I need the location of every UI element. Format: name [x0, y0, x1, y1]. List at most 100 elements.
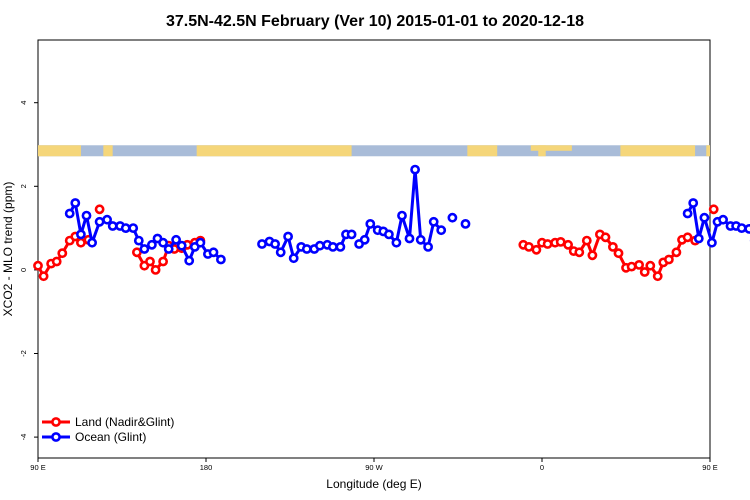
data-point: [145, 256, 155, 267]
data-point: [707, 237, 717, 248]
x-axis: 90 E 180 90 W 0 90 E: [30, 458, 718, 472]
y-tick-label: 2: [19, 184, 28, 188]
data-point: [51, 256, 62, 267]
legend-swatch-marker: [51, 417, 61, 427]
data-point: [671, 247, 682, 258]
x-tick-label: 90 W: [365, 463, 383, 472]
data-point: [257, 239, 267, 249]
data-point: [613, 248, 624, 259]
data-point: [314, 240, 325, 251]
data-point: [57, 248, 68, 259]
data-point: [391, 237, 402, 248]
data-point: [600, 232, 611, 243]
data-point: [327, 241, 338, 252]
data-point: [120, 223, 131, 233]
legend-entry: Land (Nadir&Glint): [42, 415, 174, 429]
x-axis-label: Longitude (deg E): [326, 477, 421, 491]
data-point: [128, 223, 139, 233]
data-point: [652, 271, 663, 282]
legend-swatch-marker: [51, 432, 61, 442]
data-point: [171, 234, 181, 245]
data-point: [365, 218, 376, 229]
legend-label: Land (Nadir&Glint): [75, 415, 174, 429]
data-point: [139, 244, 150, 254]
data-point: [87, 237, 97, 248]
data-point: [163, 244, 174, 254]
data-point: [102, 214, 112, 225]
data-point: [410, 164, 420, 175]
data-point: [645, 260, 656, 271]
data-point: [736, 223, 747, 233]
data-point: [423, 241, 433, 252]
data-point: [397, 210, 407, 221]
x-tick-label: 180: [200, 463, 213, 472]
data-point: [150, 264, 161, 275]
data-point: [581, 235, 592, 246]
data-point: [94, 216, 105, 227]
data-point: [447, 212, 458, 223]
data-point: [359, 234, 370, 245]
data-point: [415, 234, 426, 245]
strip-land: [706, 145, 710, 157]
data-point: [699, 212, 710, 223]
strip-land: [196, 145, 352, 157]
strip-land: [467, 145, 498, 157]
series-land: [33, 204, 719, 282]
data-point: [460, 218, 471, 229]
series-layer: [33, 164, 750, 282]
legend: Land (Nadir&Glint)Ocean (Glint): [42, 415, 174, 444]
data-point: [270, 239, 280, 249]
data-point: [404, 233, 415, 244]
data-point: [70, 198, 81, 208]
data-point: [664, 254, 674, 265]
data-point: [718, 214, 728, 225]
data-point: [283, 231, 293, 242]
x-tick-label: 90 E: [702, 463, 717, 472]
data-point: [215, 254, 226, 265]
strip-land: [530, 145, 572, 151]
y-axis: -4 -2 0 2 4: [19, 101, 38, 440]
data-point: [275, 247, 286, 258]
data-point: [288, 253, 299, 264]
data-point: [208, 247, 219, 258]
strip-ocean: [38, 145, 710, 157]
data-point: [682, 232, 693, 243]
data-point: [33, 260, 43, 271]
strip-land: [38, 145, 81, 157]
data-point: [146, 239, 157, 250]
data-point: [531, 244, 542, 255]
y-axis-label: XCO2 - MLO trend (ppm): [1, 182, 15, 317]
data-point: [184, 255, 195, 266]
data-point: [38, 271, 49, 282]
data-point: [682, 208, 693, 219]
y-tick-label: 0: [19, 268, 28, 272]
data-point: [301, 244, 312, 254]
data-point: [158, 256, 168, 267]
data-point: [563, 239, 573, 250]
data-point: [708, 204, 719, 215]
data-point: [574, 247, 585, 258]
y-tick-label: -2: [19, 350, 28, 357]
strip-land: [620, 145, 696, 157]
series-ocean: [64, 164, 750, 266]
data-point: [693, 233, 704, 244]
data-point: [346, 229, 357, 240]
data-point: [383, 229, 394, 240]
data-point: [524, 241, 534, 252]
data-point: [94, 204, 105, 215]
data-point: [688, 198, 699, 208]
data-point: [81, 210, 92, 221]
data-point: [587, 250, 598, 261]
data-point: [195, 237, 206, 248]
data-point: [131, 247, 142, 258]
data-point: [542, 239, 553, 249]
series-line: [358, 168, 443, 249]
data-point: [608, 241, 618, 252]
data-point: [626, 261, 637, 272]
data-point: [133, 235, 144, 246]
data-point: [634, 259, 644, 270]
data-point: [76, 237, 86, 248]
data-point: [76, 229, 86, 240]
data-point: [176, 240, 187, 251]
